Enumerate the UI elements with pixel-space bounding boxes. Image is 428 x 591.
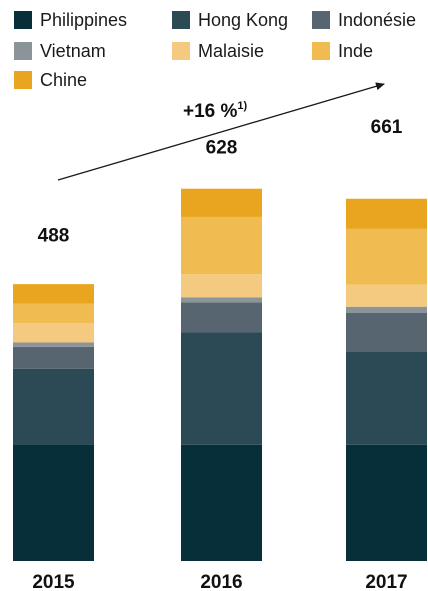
x-tick-label-2017: 2017 — [365, 572, 407, 591]
bar-segment-vietnam-2017 — [346, 306, 427, 314]
legend-label: Indonésie — [338, 10, 416, 30]
total-label-2016: 628 — [206, 138, 238, 159]
legend-label: Hong Kong — [198, 10, 288, 30]
bar-segment-malaisie-2017 — [346, 284, 427, 307]
bar-segment-indonesie-2015 — [13, 346, 94, 369]
legend: Philippines Hong Kong Indonésie Vietnam Mala… — [14, 10, 416, 90]
bar-segment-malaisie-2016 — [181, 274, 262, 298]
bar-2017 — [346, 198, 427, 561]
growth-arrow — [57, 82, 385, 181]
legend-label: Philippines — [40, 10, 127, 30]
bar-2015 — [13, 284, 94, 561]
bar-segment-vietnam-2016 — [181, 297, 262, 303]
bar-segment-vietnam-2015 — [13, 342, 94, 347]
growth-label: +16 %1) — [183, 100, 248, 122]
total-label-2015: 488 — [38, 226, 70, 247]
bar-2016 — [181, 188, 262, 561]
bar-segment-hong-kong-2017 — [346, 351, 427, 445]
legend-swatch — [14, 11, 32, 29]
bar-segment-inde-2017 — [346, 228, 427, 285]
total-label-2017: 661 — [371, 117, 403, 138]
bar-segment-indonesie-2016 — [181, 302, 262, 333]
total-labels: 488 628 661 — [38, 117, 403, 247]
bar-segment-hong-kong-2016 — [181, 332, 262, 445]
bar-segment-inde-2015 — [13, 303, 94, 324]
legend-item-indonesie: Indonésie — [312, 10, 416, 30]
legend-label: Chine — [40, 70, 87, 90]
legend-label: Vietnam — [40, 41, 106, 61]
legend-label: Inde — [338, 41, 373, 61]
legend-item-vietnam: Vietnam — [14, 41, 106, 61]
bar-segment-chine-2016 — [181, 188, 262, 217]
legend-swatch — [14, 71, 32, 89]
bar-segment-chine-2017 — [346, 198, 427, 229]
legend-item-philippines: Philippines — [14, 10, 127, 30]
x-tick-label-2015: 2015 — [32, 572, 75, 591]
bar-segment-hong-kong-2015 — [13, 368, 94, 445]
x-axis: 2015 2016 2017 — [32, 572, 407, 591]
growth-value: +16 % — [183, 101, 238, 122]
bar-segment-malaisie-2015 — [13, 323, 94, 343]
bar-segment-indonesie-2017 — [346, 313, 427, 352]
legend-swatch — [312, 42, 330, 60]
legend-swatch — [14, 42, 32, 60]
legend-item-malaisie: Malaisie — [172, 41, 264, 61]
legend-item-chine: Chine — [14, 70, 87, 90]
legend-swatch — [172, 11, 190, 29]
legend-swatch — [312, 11, 330, 29]
legend-item-hong-kong: Hong Kong — [172, 10, 288, 30]
bar-segment-philippines-2015 — [13, 444, 94, 561]
bar-segment-chine-2015 — [13, 284, 94, 304]
legend-item-inde: Inde — [312, 41, 373, 61]
legend-label: Malaisie — [198, 41, 264, 61]
growth-annotation: +16 %1) — [57, 82, 385, 181]
bar-segment-philippines-2017 — [346, 444, 427, 561]
legend-swatch — [172, 42, 190, 60]
growth-footnote: 1) — [237, 100, 247, 112]
bar-segment-philippines-2016 — [181, 444, 262, 561]
bars — [13, 188, 427, 561]
x-tick-label-2016: 2016 — [200, 572, 242, 591]
bar-segment-inde-2016 — [181, 216, 262, 275]
